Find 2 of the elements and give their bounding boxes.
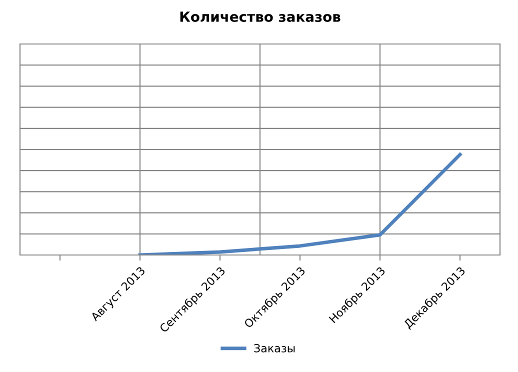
legend-label: Заказы (254, 344, 295, 352)
chart-title: Количество заказов (180, 12, 340, 22)
